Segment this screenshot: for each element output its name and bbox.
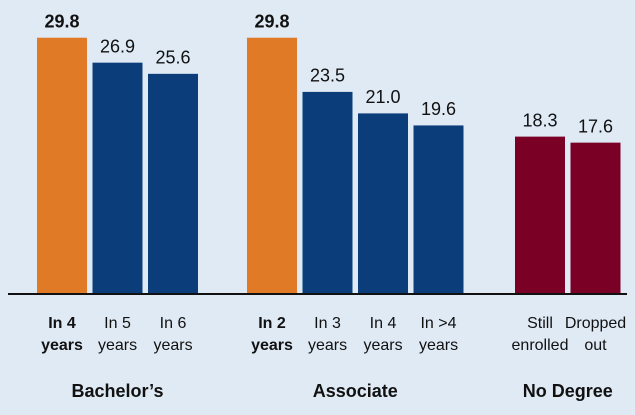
value-label: 23.5 (310, 66, 345, 86)
x-tick-label: years (363, 337, 402, 354)
x-tick-label: years (41, 337, 83, 354)
bar (92, 62, 143, 294)
value-label: 19.6 (421, 99, 456, 119)
x-tick-label: In 5 (104, 315, 131, 332)
x-tick-label: In 4 (370, 315, 397, 332)
value-label: 29.8 (254, 11, 289, 31)
bar (37, 37, 87, 294)
x-tick-label: years (419, 337, 458, 354)
value-label: 17.6 (578, 116, 613, 136)
bar (570, 142, 621, 294)
value-label: 25.6 (155, 48, 190, 68)
bar (247, 37, 297, 294)
x-tick-label: In 4 (48, 315, 76, 332)
x-tick-label: years (98, 337, 137, 354)
x-tick-label: Dropped (565, 315, 626, 332)
x-tick-label: years (153, 337, 192, 354)
bar (302, 91, 353, 295)
bar (148, 73, 198, 294)
x-tick-label: years (308, 337, 347, 354)
x-tick-label: In 3 (314, 315, 341, 332)
group-label: Bachelor’s (71, 381, 163, 401)
value-label: 26.9 (100, 36, 135, 56)
x-tick-label: In 6 (160, 315, 187, 332)
value-label: 21.0 (365, 87, 400, 107)
x-tick-label: Still (527, 315, 553, 332)
bar (358, 113, 408, 295)
x-tick-label: out (584, 337, 607, 354)
bar (515, 136, 565, 294)
x-tick-label: years (251, 337, 293, 354)
bar (413, 125, 464, 294)
value-label: 29.8 (44, 11, 79, 31)
group-label: Associate (313, 381, 398, 401)
x-tick-label: In 2 (258, 315, 286, 332)
group-label: No Degree (523, 381, 613, 401)
x-tick-label: enrolled (512, 337, 569, 354)
value-label: 18.3 (522, 110, 557, 130)
x-tick-label: In >4 (420, 315, 456, 332)
